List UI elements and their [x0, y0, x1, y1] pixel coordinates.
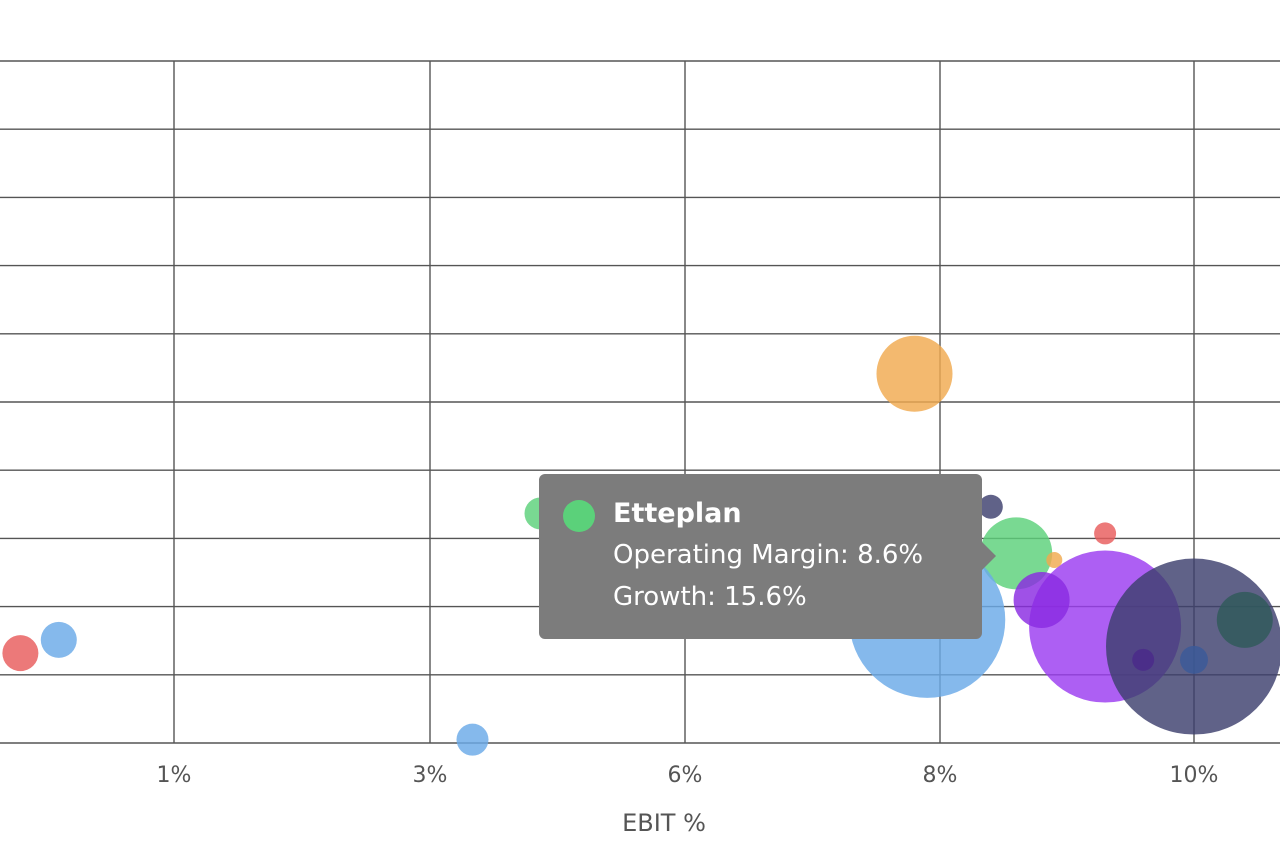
bubble-point	[980, 517, 1053, 590]
bubble-point	[2, 635, 39, 672]
x-tick-label: 8%	[923, 763, 958, 788]
bubble-point	[876, 335, 953, 412]
x-tick-label: 6%	[668, 763, 703, 788]
bubble-point	[1046, 552, 1063, 569]
tooltip-title: Etteplan	[613, 498, 742, 529]
x-tick-label: 1%	[157, 763, 192, 788]
bubble-point	[1216, 591, 1273, 648]
x-axis-title: EBIT %	[622, 809, 706, 837]
bubble-point	[1094, 522, 1117, 545]
tooltip-operating-margin: Operating Margin: 8.6%	[613, 540, 924, 570]
bubble-point	[40, 621, 77, 658]
bubble-point	[1132, 648, 1155, 671]
bubble-point	[978, 494, 1003, 519]
x-tick-label: 10%	[1170, 763, 1219, 788]
tooltip: Etteplan Operating Margin: 8.6% Growth: …	[539, 474, 996, 639]
x-tick-label: 3%	[413, 763, 448, 788]
bubble-point	[1013, 571, 1070, 628]
tooltip-growth: Growth: 15.6%	[613, 582, 807, 612]
bubble-point	[456, 723, 489, 756]
bubble-point	[1180, 645, 1208, 674]
tooltip-series-dot	[563, 500, 595, 532]
